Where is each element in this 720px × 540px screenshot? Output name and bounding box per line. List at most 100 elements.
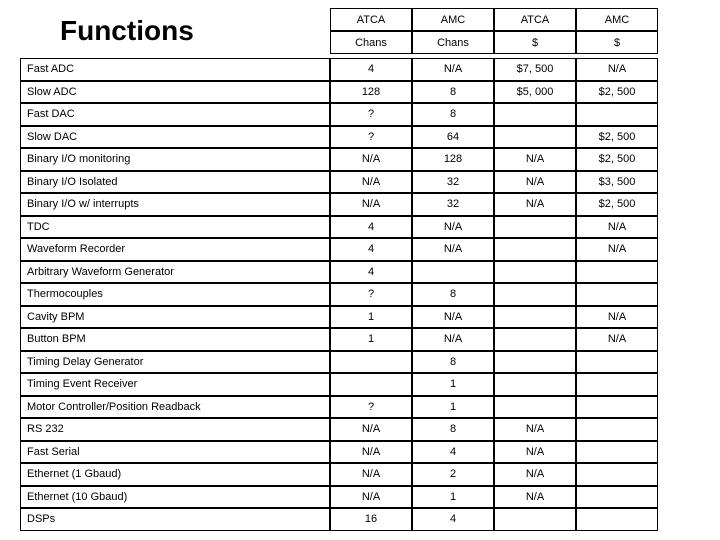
row-cell: 1 [330,328,412,351]
row-cell [576,283,658,306]
row-label: Ethernet (10 Gbaud) [20,486,330,509]
row-cell: 8 [412,81,494,104]
row-cell [494,126,576,149]
row-cell: 4 [330,261,412,284]
row-cell: N/A [494,486,576,509]
row-label: DSPs [20,508,330,531]
row-cell: 64 [412,126,494,149]
row-cell: N/A [494,463,576,486]
row-label: Timing Event Receiver [20,373,330,396]
row-cell: 128 [330,81,412,104]
row-label: Motor Controller/Position Readback [20,396,330,419]
row-cell: N/A [330,148,412,171]
row-label: Arbitrary Waveform Generator [20,261,330,284]
row-cell: N/A [330,463,412,486]
row-cell: ? [330,126,412,149]
row-cell: N/A [412,306,494,329]
row-cell: N/A [412,328,494,351]
row-cell [576,396,658,419]
row-cell: N/A [494,171,576,194]
header-atca-cost: ATCA [494,8,576,31]
row-label: Ethernet (1 Gbaud) [20,463,330,486]
row-cell: 1 [412,396,494,419]
row-cell [494,328,576,351]
row-cell: N/A [494,441,576,464]
row-cell: $2, 500 [576,81,658,104]
row-cell: ? [330,283,412,306]
row-label: Binary I/O monitoring [20,148,330,171]
row-cell: 16 [330,508,412,531]
row-cell: N/A [330,171,412,194]
row-cell [576,508,658,531]
page-title: Functions [20,8,330,54]
row-cell: N/A [576,306,658,329]
row-cell: 4 [330,238,412,261]
row-label: Timing Delay Generator [20,351,330,374]
row-cell: 8 [412,103,494,126]
row-cell [494,103,576,126]
header-atca-chans: ATCA [330,8,412,31]
row-cell: $2, 500 [576,126,658,149]
row-cell: N/A [576,238,658,261]
row-cell: $5, 000 [494,81,576,104]
row-cell: $2, 500 [576,148,658,171]
row-cell: $7, 500 [494,58,576,81]
header-dollar-1: $ [494,31,576,54]
row-cell [494,508,576,531]
row-cell [576,351,658,374]
row-cell [576,373,658,396]
row-label: Fast DAC [20,103,330,126]
row-label: Thermocouples [20,283,330,306]
row-cell [494,396,576,419]
row-cell: N/A [412,216,494,239]
row-cell: N/A [494,418,576,441]
row-cell: 8 [412,418,494,441]
row-cell [494,373,576,396]
row-cell [330,351,412,374]
row-label: Button BPM [20,328,330,351]
row-cell: N/A [330,441,412,464]
row-cell: 8 [412,283,494,306]
header-amc-chans: AMC [412,8,494,31]
row-cell [494,351,576,374]
row-cell: N/A [330,486,412,509]
row-cell: ? [330,396,412,419]
row-cell: $3, 500 [576,171,658,194]
row-cell: 4 [412,508,494,531]
row-label: TDC [20,216,330,239]
row-cell [576,486,658,509]
row-cell: 1 [412,486,494,509]
row-cell: 32 [412,171,494,194]
row-cell: $2, 500 [576,193,658,216]
row-cell: 1 [330,306,412,329]
row-cell [576,261,658,284]
row-cell: ? [330,103,412,126]
row-cell: N/A [494,193,576,216]
row-cell [494,283,576,306]
header-amc-cost: AMC [576,8,658,31]
row-label: Slow ADC [20,81,330,104]
row-cell: N/A [576,328,658,351]
row-cell: 4 [330,216,412,239]
row-cell [576,418,658,441]
row-cell [494,306,576,329]
row-label: Fast Serial [20,441,330,464]
row-label: RS 232 [20,418,330,441]
row-cell: 4 [412,441,494,464]
row-label: Cavity BPM [20,306,330,329]
row-cell: 4 [330,58,412,81]
row-cell: N/A [412,58,494,81]
row-label: Binary I/O w/ interrupts [20,193,330,216]
header-dollar-2: $ [576,31,658,54]
row-cell [576,441,658,464]
row-cell [494,216,576,239]
row-cell: 1 [412,373,494,396]
row-label: Binary I/O Isolated [20,171,330,194]
header-chans-2: Chans [412,31,494,54]
row-cell [494,261,576,284]
row-label: Waveform Recorder [20,238,330,261]
row-cell [330,373,412,396]
row-cell [576,463,658,486]
row-cell [494,238,576,261]
row-cell: N/A [576,216,658,239]
